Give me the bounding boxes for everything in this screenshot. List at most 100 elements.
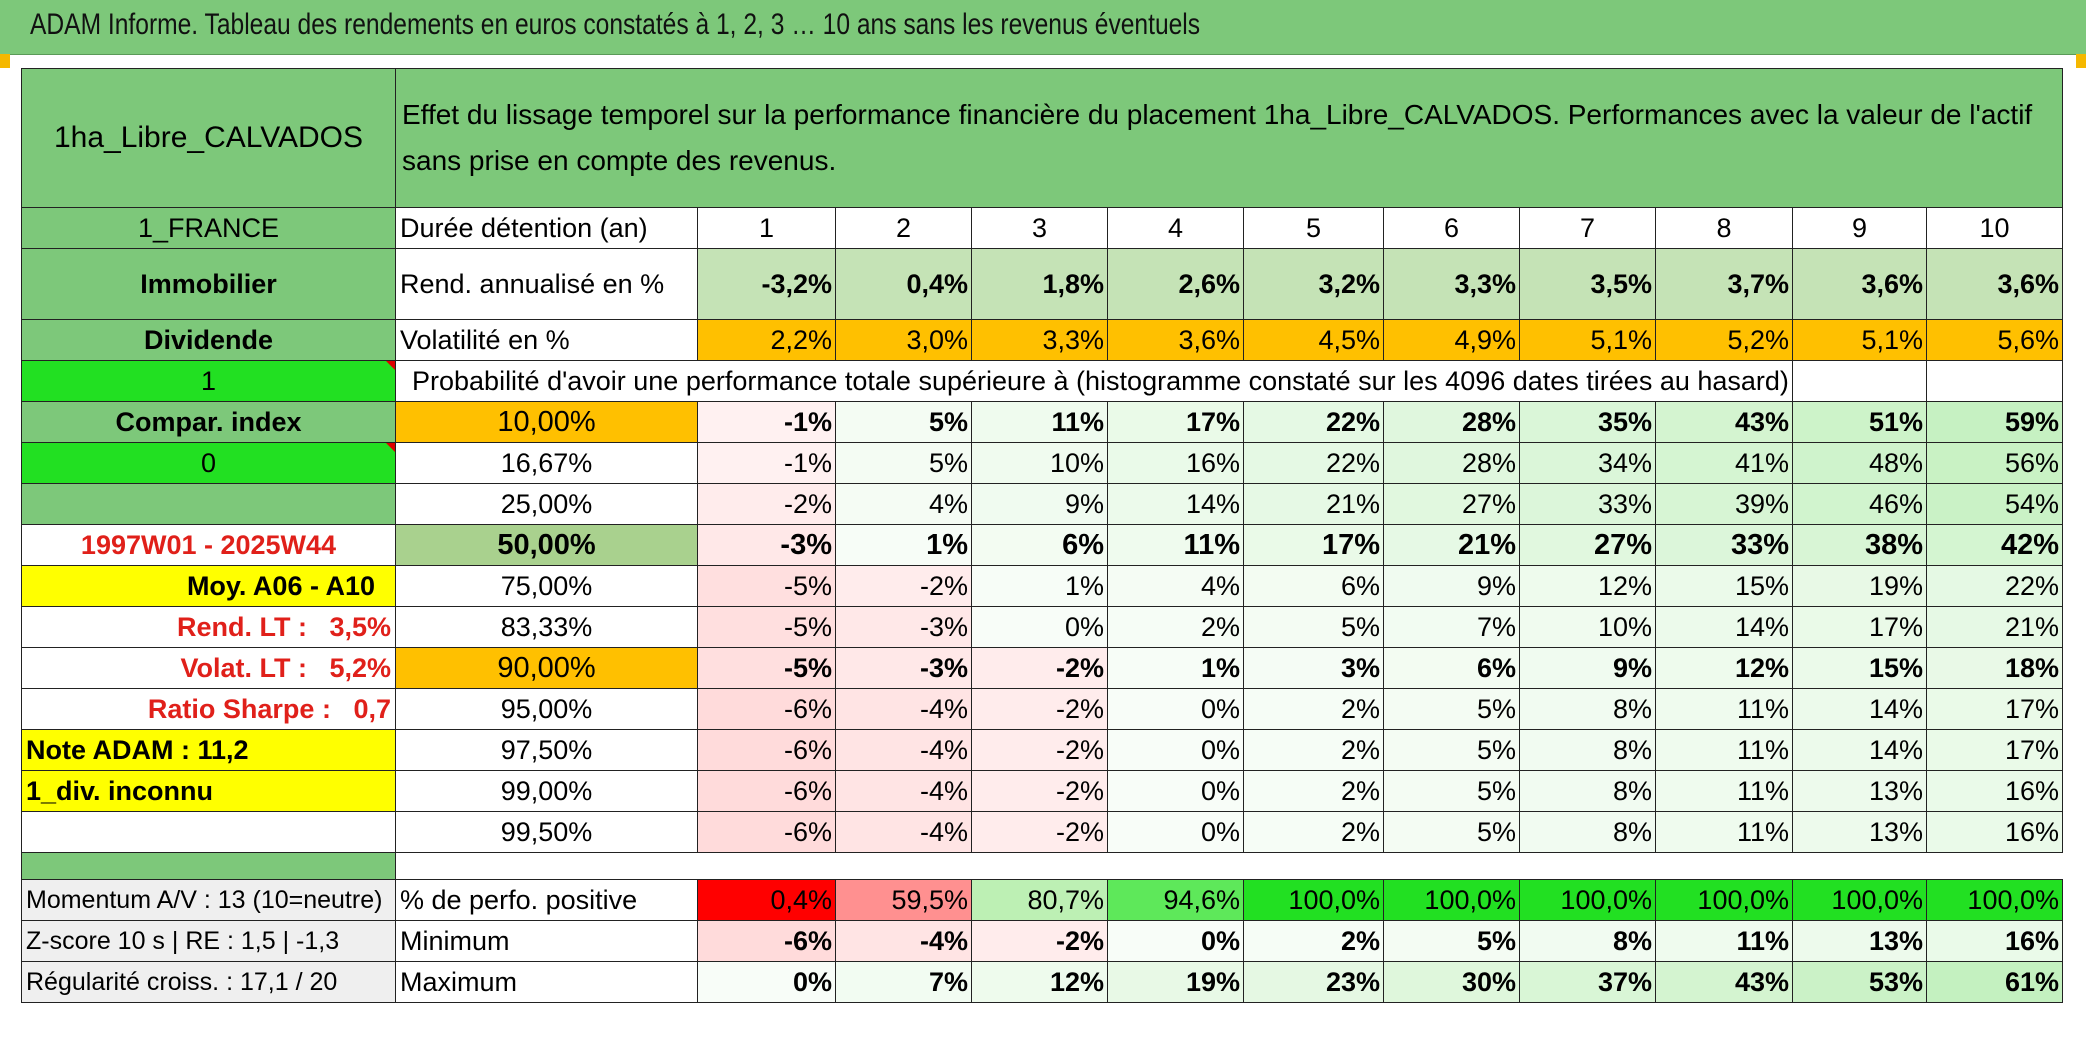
period-label: 1997W01 - 2025W44 (21, 524, 396, 566)
pct-cell: 28% (1383, 442, 1520, 484)
pct-cell: -1% (697, 442, 836, 484)
pct-row-95: Ratio Sharpe : 0,7 95,00% -6% -4% -2% 0%… (21, 688, 2063, 730)
pct-cell: 14% (1792, 729, 1927, 771)
year-header: 3 (971, 207, 1108, 249)
sharpe-label: Ratio Sharpe : (147, 693, 331, 724)
returns-table: 1ha_Libre_CALVADOS Effet du lissage temp… (21, 68, 2063, 1003)
selector-value-0[interactable]: 0 (21, 442, 396, 484)
pct-cell: 2% (1243, 729, 1384, 771)
perfo-pos-cell: 100,0% (1519, 879, 1656, 921)
year-header: 5 (1243, 207, 1384, 249)
pct-cell: -2% (971, 811, 1108, 853)
percentile-label: 99,50% (395, 811, 698, 853)
rend-cell: 3,6% (1926, 248, 2063, 320)
percentile-label: 75,00% (395, 565, 698, 607)
minimum-cell: 13% (1792, 920, 1927, 962)
pct-cell: 15% (1792, 647, 1927, 689)
perfo-pos-label: % de perfo. positive (395, 879, 698, 921)
pct-cell: 11% (1655, 729, 1793, 771)
pct-cell: 10% (1519, 606, 1656, 648)
pct-cell: 14% (1107, 483, 1244, 525)
year-header: 1 (697, 207, 836, 249)
rend-lt-label: Rend. LT : (176, 611, 307, 642)
maximum-cell: 12% (971, 961, 1108, 1003)
pct-cell: 5% (1383, 729, 1520, 771)
pct-cell: 6% (971, 524, 1108, 566)
pct-cell: 42% (1926, 524, 2063, 566)
asset-name: 1ha_Libre_CALVADOS (21, 68, 396, 208)
pct-cell: 12% (1655, 647, 1793, 689)
pct-cell: 5% (835, 401, 972, 443)
percentile-label: 25,00% (395, 483, 698, 525)
minimum-cell: 16% (1926, 920, 2063, 962)
pct-cell: -4% (835, 811, 972, 853)
pct-cell: 0% (971, 606, 1108, 648)
pct-cell: 51% (1792, 401, 1927, 443)
pct-cell: 22% (1243, 442, 1384, 484)
volat-label: Volatilité en % (395, 319, 698, 361)
rend-cell: 3,7% (1655, 248, 1793, 320)
pct-cell: 5% (1383, 688, 1520, 730)
moy-text: Moy. A06 - A10 (186, 570, 375, 601)
pct-cell: -3% (835, 606, 972, 648)
pct-cell: -4% (835, 729, 972, 771)
corner-marker-right (2076, 54, 2086, 68)
pct-row-10: Compar. index 10,00% -1% 5% 11% 17% 22% … (21, 401, 2063, 443)
pct-cell: 13% (1792, 770, 1927, 812)
pct-cell: 0% (1107, 729, 1244, 771)
empty-cell (1792, 360, 1927, 402)
perfo-pos-row: Momentum A/V : 13 (10=neutre) % de perfo… (21, 879, 2063, 921)
perfo-pos-cell: 0,4% (697, 879, 836, 921)
volat-cell: 3,3% (971, 319, 1108, 361)
pct-cell: 0% (1107, 688, 1244, 730)
zscore-label: Z-score 10 s | RE : 1,5 | -1,3 (21, 920, 396, 962)
maximum-cell: 19% (1107, 961, 1244, 1003)
rend-lt: Rend. LT : 3,5% (21, 606, 396, 648)
pct-cell: 8% (1519, 770, 1656, 812)
pct-cell: 5% (1383, 811, 1520, 853)
volat-cell: 5,2% (1655, 319, 1793, 361)
pct-cell: -2% (697, 483, 836, 525)
perfo-pos-cell: 59,5% (835, 879, 972, 921)
perfo-pos-cell: 100,0% (1655, 879, 1793, 921)
title-bar: ADAM Informe. Tableau des rendements en … (0, 0, 2086, 55)
pct-cell: -6% (697, 770, 836, 812)
pct-row-90: Volat. LT : 5,2% 90,00% -5% -3% -2% 1% 3… (21, 647, 2063, 689)
maximum-row: Régularité croiss. : 17,1 / 20 Maximum 0… (21, 961, 2063, 1003)
pct-cell: 1% (1107, 647, 1244, 689)
year-header: 6 (1383, 207, 1520, 249)
spacer-green (21, 852, 396, 880)
perfo-pos-cell: 94,6% (1107, 879, 1244, 921)
pct-cell: 39% (1655, 483, 1793, 525)
minimum-cell: -2% (971, 920, 1108, 962)
pct-cell: 6% (1383, 647, 1520, 689)
minimum-cell: 5% (1383, 920, 1520, 962)
selector-value-1[interactable]: 1 (21, 360, 396, 402)
perfo-pos-cell: 100,0% (1792, 879, 1927, 921)
pct-row-75: Moy. A06 - A10 75,00% -5% -2% 1% 4% 6% 9… (21, 565, 2063, 607)
maximum-label: Maximum (395, 961, 698, 1003)
pct-cell: 34% (1519, 442, 1656, 484)
pct-cell: 16% (1926, 770, 2063, 812)
pct-cell: -6% (697, 811, 836, 853)
pct-cell: 11% (1655, 688, 1793, 730)
year-header: 10 (1926, 207, 2063, 249)
blank-green-cell (21, 483, 396, 525)
rend-label: Rend. annualisé en % (395, 248, 698, 320)
rend-cell: 3,6% (1792, 248, 1927, 320)
pct-cell: 8% (1519, 688, 1656, 730)
rend-cell: 3,5% (1519, 248, 1656, 320)
pct-cell: 16% (1926, 811, 2063, 853)
pct-cell: 21% (1926, 606, 2063, 648)
pct-cell: 17% (1926, 688, 2063, 730)
pct-cell: 21% (1243, 483, 1384, 525)
volat-cell: 5,6% (1926, 319, 2063, 361)
pct-cell: 2% (1243, 688, 1384, 730)
proba-label: Probabilité d'avoir une performance tota… (395, 360, 1793, 402)
pct-cell: -5% (697, 565, 836, 607)
perfo-pos-cell: 80,7% (971, 879, 1108, 921)
maximum-cell: 37% (1519, 961, 1656, 1003)
pct-cell: -5% (697, 647, 836, 689)
maximum-cell: 0% (697, 961, 836, 1003)
percentile-label: 83,33% (395, 606, 698, 648)
